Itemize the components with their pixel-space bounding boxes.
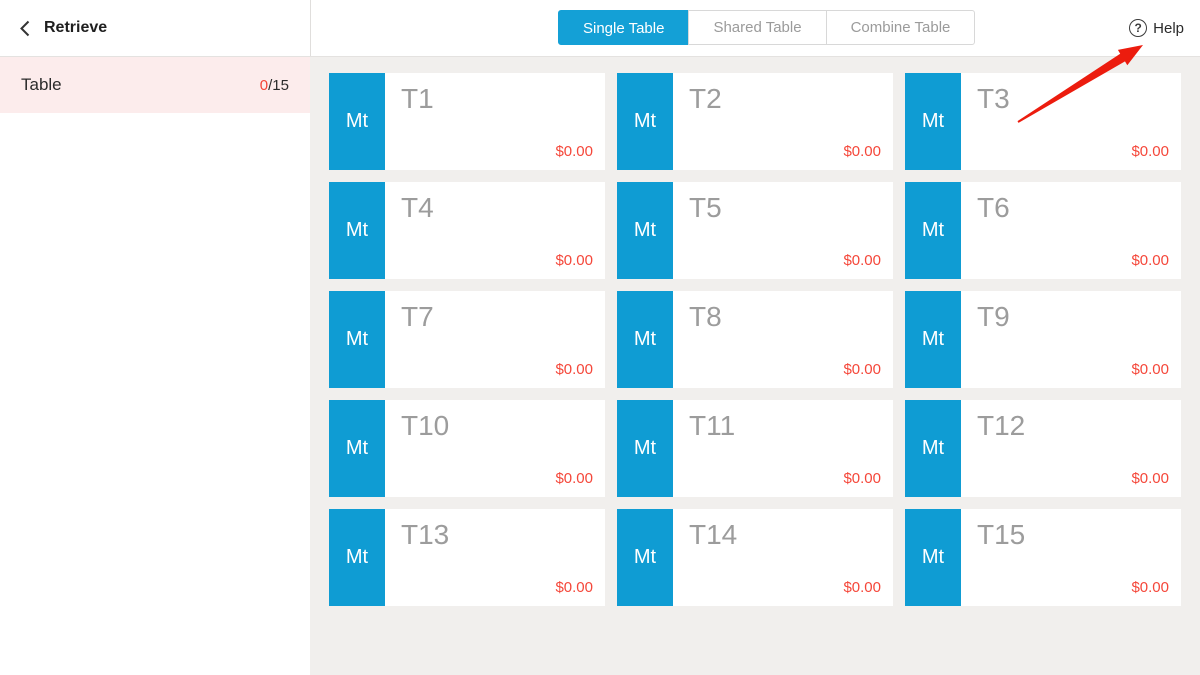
table-amount: $0.00 [843,470,881,487]
table-name: T7 [401,301,434,332]
table-name: T4 [401,192,434,223]
table-amount: $0.00 [555,470,593,487]
table-amount: $0.00 [555,143,593,160]
table-type-badge: Mt [905,400,961,497]
table-card-body: T13 $0.00 [385,509,605,606]
table-name: T13 [401,519,450,550]
table-card-body: T10 $0.00 [385,400,605,497]
table-amount: $0.00 [1131,470,1169,487]
table-card-body: T1 $0.00 [385,73,605,170]
table-name: T11 [689,410,736,441]
table-amount: $0.00 [1131,252,1169,269]
table-type-badge: Mt [329,400,385,497]
table-card-t14[interactable]: Mt T14 $0.00 [617,509,893,606]
table-name: T1 [401,83,434,114]
table-type-badge: Mt [905,291,961,388]
question-circle-icon: ? [1129,19,1148,37]
table-amount: $0.00 [1131,579,1169,596]
table-card-body: T6 $0.00 [961,182,1181,279]
table-amount: $0.00 [555,579,593,596]
table-type-badge: Mt [617,400,673,497]
table-card-body: T15 $0.00 [961,509,1181,606]
table-card-t8[interactable]: Mt T8 $0.00 [617,291,893,388]
table-name: T6 [977,192,1010,223]
table-card-body: T9 $0.00 [961,291,1181,388]
table-mode-tabs: Single Table Shared Table Combine Table [558,10,976,45]
table-amount: $0.00 [843,252,881,269]
table-count-current: 0 [259,76,269,94]
sidebar-item-label: Table [21,75,62,94]
table-card-t6[interactable]: Mt T6 $0.00 [905,182,1181,279]
table-card-t7[interactable]: Mt T7 $0.00 [329,291,605,388]
tab-combine-table[interactable]: Combine Table [825,10,976,45]
topbar: Retrieve Single Table Shared Table Combine… [0,0,1200,57]
tab-single-table[interactable]: Single Table [558,10,690,45]
chevron-left-icon [20,20,30,37]
table-card-body: T12 $0.00 [961,400,1181,497]
table-amount: $0.00 [843,361,881,378]
table-card-t12[interactable]: Mt T12 $0.00 [905,400,1181,497]
table-card-body: T4 $0.00 [385,182,605,279]
table-name: T10 [401,410,450,441]
table-card-body: T11 $0.00 [673,400,893,497]
table-name: T5 [689,192,722,223]
table-type-badge: Mt [617,291,673,388]
table-amount: $0.00 [1131,143,1169,160]
sidebar-item-table[interactable]: Table 0/15 [0,57,310,113]
table-name: T2 [689,83,722,114]
table-card-body: T2 $0.00 [673,73,893,170]
table-type-badge: Mt [329,291,385,388]
table-amount: $0.00 [555,252,593,269]
table-type-badge: Mt [617,182,673,279]
table-name: T15 [977,519,1026,550]
table-type-badge: Mt [617,509,673,606]
table-amount: $0.00 [843,143,881,160]
table-type-badge: Mt [905,73,961,170]
page-title: Retrieve [44,19,108,36]
table-type-badge: Mt [905,509,961,606]
topbar-divider [310,0,311,56]
table-card-body: T5 $0.00 [673,182,893,279]
table-count-badge: 0/15 [260,77,289,94]
table-amount: $0.00 [1131,361,1169,378]
table-name: T3 [977,83,1010,114]
sidebar: Table 0/15 [0,57,310,675]
table-grid: Mt T1 $0.00 Mt T2 $0.00 Mt T3 $0.00 Mt T4 $0.00 Mt T5… [310,57,1200,622]
table-amount: $0.00 [555,361,593,378]
table-card-body: T8 $0.00 [673,291,893,388]
table-count-total: /15 [268,76,289,94]
table-grid-area: Mt T1 $0.00 Mt T2 $0.00 Mt T3 $0.00 Mt T4 $0.00 Mt T5… [310,57,1200,675]
table-type-badge: Mt [329,182,385,279]
table-card-t9[interactable]: Mt T9 $0.00 [905,291,1181,388]
table-type-badge: Mt [329,73,385,170]
help-button[interactable]: ? Help [1129,0,1184,56]
table-type-badge: Mt [617,73,673,170]
table-type-badge: Mt [905,182,961,279]
table-name: T8 [689,301,722,332]
back-button[interactable]: Retrieve [20,0,107,56]
table-type-badge: Mt [329,509,385,606]
table-amount: $0.00 [843,579,881,596]
table-card-t10[interactable]: Mt T10 $0.00 [329,400,605,497]
help-label: Help [1153,19,1184,37]
table-card-body: T3 $0.00 [961,73,1181,170]
table-name: T12 [977,410,1026,441]
tab-shared-table[interactable]: Shared Table [688,10,827,45]
table-card-t5[interactable]: Mt T5 $0.00 [617,182,893,279]
table-name: T9 [977,301,1010,332]
table-card-t15[interactable]: Mt T15 $0.00 [905,509,1181,606]
table-card-t11[interactable]: Mt T11 $0.00 [617,400,893,497]
table-card-body: T7 $0.00 [385,291,605,388]
table-card-t1[interactable]: Mt T1 $0.00 [329,73,605,170]
table-name: T14 [689,519,738,550]
table-card-t2[interactable]: Mt T2 $0.00 [617,73,893,170]
table-card-body: T14 $0.00 [673,509,893,606]
table-card-t3[interactable]: Mt T3 $0.00 [905,73,1181,170]
table-card-t13[interactable]: Mt T13 $0.00 [329,509,605,606]
table-card-t4[interactable]: Mt T4 $0.00 [329,182,605,279]
